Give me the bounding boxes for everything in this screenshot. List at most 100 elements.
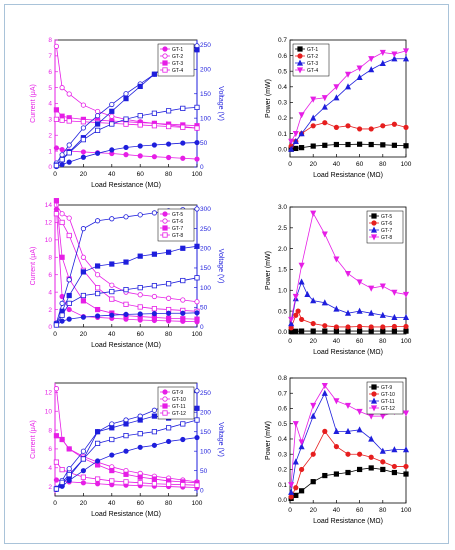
data-point	[59, 211, 65, 217]
data-point	[66, 300, 72, 306]
y-tick-label: 0.3	[278, 100, 287, 107]
data-point	[380, 328, 386, 334]
y2-tick-label: 100	[200, 285, 211, 292]
data-point	[379, 49, 386, 56]
y-tick-label: 3.0	[278, 204, 287, 211]
data-point	[356, 426, 363, 433]
data-point	[59, 300, 65, 306]
data-point	[293, 328, 299, 334]
data-point	[80, 102, 87, 108]
data-point	[368, 324, 374, 330]
legend-label: GT-6	[381, 221, 392, 227]
data-point	[59, 318, 65, 324]
data-point	[321, 383, 328, 390]
data-point	[66, 159, 72, 165]
data-point	[333, 124, 339, 130]
data-point	[321, 103, 328, 110]
plot-frame	[289, 377, 407, 504]
legend-marker	[370, 405, 378, 412]
data-point	[293, 485, 299, 491]
series-gt-8-v-	[53, 275, 200, 328]
data-point	[180, 245, 186, 251]
chart-left-1: 0 20 40 60 80 100012345678050100150200250Load…	[30, 37, 224, 189]
data-point	[109, 425, 115, 431]
data-point	[403, 323, 409, 330]
data-point	[59, 152, 65, 158]
data-point	[123, 152, 129, 158]
data-point	[53, 477, 60, 483]
series-gt-11	[288, 389, 410, 495]
data-point	[194, 417, 200, 423]
y-axis-label: Current (μA)	[30, 84, 37, 123]
data-point	[298, 112, 305, 119]
data-point	[109, 282, 115, 288]
data-point	[180, 155, 186, 161]
data-point	[333, 84, 340, 91]
data-point	[333, 324, 339, 330]
y-tick-label: 4	[48, 289, 52, 296]
data-point	[194, 482, 200, 488]
x-axis-label: Load Resistance (MΩ)	[91, 511, 161, 518]
x-tick-label: 80	[165, 331, 173, 338]
data-point	[368, 56, 375, 63]
series-gt-3	[288, 55, 410, 152]
legend-marker	[162, 211, 168, 217]
data-point	[322, 328, 328, 334]
y-tick-label: 0.5	[278, 68, 287, 75]
y-tick-label: 7	[48, 53, 52, 60]
y-tick-label: 0.4	[278, 84, 287, 91]
legend-marker	[370, 397, 378, 404]
data-point	[391, 323, 397, 330]
x-axis-label: Load Resistance (MΩ)	[313, 172, 383, 179]
data-point	[123, 121, 129, 127]
data-point	[80, 137, 86, 143]
data-point	[345, 451, 351, 457]
chart-right-1: 0 20 40 60 80 100 0.0 0.1 0.2 0.3 0.4 0.5 0.6 0.7 Load…	[265, 37, 412, 179]
y-tick-label: 2	[48, 132, 52, 139]
data-point	[80, 269, 86, 275]
data-point	[345, 141, 351, 148]
x-tick-label: 60	[356, 507, 364, 514]
data-point	[322, 323, 328, 329]
x-tick-label: 80	[165, 500, 173, 507]
y-tick-label: 0.8	[278, 375, 287, 382]
y-tick-label: 0.3	[278, 451, 287, 458]
x-tick-label: 20	[310, 161, 318, 168]
data-point	[194, 243, 200, 249]
data-point	[123, 433, 129, 439]
y-tick-label: 1.0	[278, 287, 287, 294]
data-point	[80, 119, 86, 125]
data-point	[194, 299, 200, 305]
x-tick-label: 40	[333, 338, 341, 345]
y-tick-label: 1.5	[278, 267, 287, 274]
data-point	[310, 402, 317, 409]
data-point	[333, 443, 339, 450]
x-tick-label: 80	[379, 507, 387, 514]
data-point	[123, 471, 129, 477]
data-point	[298, 439, 305, 446]
data-point	[344, 71, 352, 78]
legend-label: GT-7	[172, 226, 183, 232]
data-point	[333, 94, 340, 101]
legend-label: GT-4	[172, 68, 183, 74]
x-tick-label: 0	[53, 331, 57, 338]
y2-tick-label: 300	[200, 206, 211, 213]
data-point	[66, 91, 72, 97]
data-point	[391, 469, 398, 476]
y-tick-label: 6	[48, 446, 52, 453]
x-tick-label: 20	[310, 338, 318, 345]
data-point	[137, 444, 143, 450]
data-point	[80, 448, 87, 454]
chart-right-3: 0 20 40 60 80 100 0.0 0.1 0.2 0.3 0.4 0.5 0.6 0.7 0.8 L…	[265, 375, 412, 525]
data-point	[356, 408, 363, 416]
y-tick-label: 0.1	[278, 131, 287, 138]
data-point	[298, 145, 305, 151]
data-point	[123, 287, 129, 293]
legend: GT-1GT-2GT-3GT-4	[157, 43, 195, 77]
data-point	[95, 458, 101, 464]
legend-marker	[162, 410, 168, 416]
data-point	[53, 486, 60, 492]
data-point	[310, 210, 317, 217]
data-point	[151, 293, 157, 300]
legend-marker	[297, 46, 303, 52]
